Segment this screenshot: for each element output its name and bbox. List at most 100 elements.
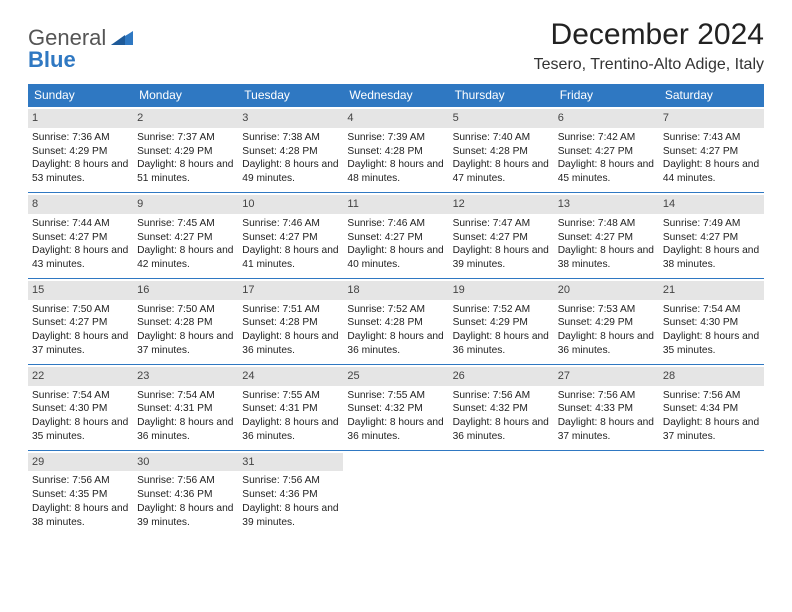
sunrise-line: Sunrise: 7:56 AM bbox=[242, 474, 339, 488]
daylight-line: Daylight: 8 hours and 38 minutes. bbox=[558, 244, 655, 272]
daylight-line: Daylight: 8 hours and 37 minutes. bbox=[32, 330, 129, 358]
weekday-header: Tuesday bbox=[238, 84, 343, 107]
calendar-day-cell: 6Sunrise: 7:42 AMSunset: 4:27 PMDaylight… bbox=[554, 107, 659, 193]
weekday-header: Friday bbox=[554, 84, 659, 107]
weekday-header: Monday bbox=[133, 84, 238, 107]
sunrise-line: Sunrise: 7:39 AM bbox=[347, 131, 444, 145]
daylight-line: Daylight: 8 hours and 39 minutes. bbox=[137, 502, 234, 530]
daylight-line: Daylight: 8 hours and 38 minutes. bbox=[663, 244, 760, 272]
logo-text-block: General Blue bbox=[28, 28, 133, 72]
daylight-line: Daylight: 8 hours and 37 minutes. bbox=[137, 330, 234, 358]
daylight-line: Daylight: 8 hours and 36 minutes. bbox=[242, 416, 339, 444]
sunset-line: Sunset: 4:35 PM bbox=[32, 488, 129, 502]
daylight-line: Daylight: 8 hours and 36 minutes. bbox=[242, 330, 339, 358]
daylight-line: Daylight: 8 hours and 35 minutes. bbox=[32, 416, 129, 444]
calendar-day-cell: 26 Sunrise: 7:56 AMSunset: 4:32 PMDayligh… bbox=[449, 364, 554, 450]
daylight-line: Daylight: 8 hours and 36 minutes. bbox=[453, 416, 550, 444]
sunrise-line: Sunrise: 7:55 AM bbox=[347, 389, 444, 403]
calendar-table: Sunday Monday Tuesday Wednesday Thursday… bbox=[28, 84, 764, 536]
sunset-line: Sunset: 4:29 PM bbox=[137, 145, 234, 159]
calendar-day-cell: 14Sunrise: 7:49 AMSunset: 4:27 PMDayligh… bbox=[659, 192, 764, 278]
day-number: 25 bbox=[343, 367, 448, 386]
day-number: 22 bbox=[28, 367, 133, 386]
day-number: 11 bbox=[343, 195, 448, 214]
day-number: 16 bbox=[133, 281, 238, 300]
day-number: 28 bbox=[659, 367, 764, 386]
day-number: 26 bbox=[449, 367, 554, 386]
page-title: December 2024 bbox=[534, 18, 764, 52]
calendar-day-cell: 5Sunrise: 7:40 AMSunset: 4:28 PMDaylight… bbox=[449, 107, 554, 193]
daylight-line: Daylight: 8 hours and 37 minutes. bbox=[558, 416, 655, 444]
sunset-line: Sunset: 4:31 PM bbox=[242, 402, 339, 416]
sunset-line: Sunset: 4:27 PM bbox=[242, 231, 339, 245]
daylight-line: Daylight: 8 hours and 35 minutes. bbox=[663, 330, 760, 358]
calendar-day-cell: 30 Sunrise: 7:56 AMSunset: 4:36 PMDayligh… bbox=[133, 450, 238, 535]
calendar-day-cell: 2Sunrise: 7:37 AMSunset: 4:29 PMDaylight… bbox=[133, 107, 238, 193]
day-number: 8 bbox=[28, 195, 133, 214]
calendar-day-cell: 23Sunrise: 7:54 AMSunset: 4:31 PMDayligh… bbox=[133, 364, 238, 450]
day-number: 31 bbox=[238, 453, 343, 472]
sunset-line: Sunset: 4:28 PM bbox=[453, 145, 550, 159]
day-number: 13 bbox=[554, 195, 659, 214]
daylight-line: Daylight: 8 hours and 53 minutes. bbox=[32, 158, 129, 186]
sunrise-line: Sunrise: 7:56 AM bbox=[137, 474, 234, 488]
sunrise-line: Sunrise: 7:40 AM bbox=[453, 131, 550, 145]
calendar-day-cell: 29Sunrise: 7:56 AMSunset: 4:35 PMDayligh… bbox=[28, 450, 133, 535]
daylight-line: Daylight: 8 hours and 44 minutes. bbox=[663, 158, 760, 186]
sunset-line: Sunset: 4:34 PM bbox=[663, 402, 760, 416]
sunrise-line: Sunrise: 7:51 AM bbox=[242, 303, 339, 317]
calendar-week-row: 15Sunrise: 7:50 AMSunset: 4:27 PMDayligh… bbox=[28, 278, 764, 364]
sunrise-line: Sunrise: 7:36 AM bbox=[32, 131, 129, 145]
calendar-week-row: 8Sunrise: 7:44 AMSunset: 4:27 PMDaylight… bbox=[28, 192, 764, 278]
day-number: 4 bbox=[343, 109, 448, 128]
sunrise-line: Sunrise: 7:56 AM bbox=[663, 389, 760, 403]
calendar-day-cell: 28Sunrise: 7:56 AMSunset: 4:34 PMDayligh… bbox=[659, 364, 764, 450]
sunset-line: Sunset: 4:28 PM bbox=[347, 145, 444, 159]
daylight-line: Daylight: 8 hours and 36 minutes. bbox=[558, 330, 655, 358]
daylight-line: Daylight: 8 hours and 38 minutes. bbox=[32, 502, 129, 530]
day-number: 17 bbox=[238, 281, 343, 300]
daylight-line: Daylight: 8 hours and 39 minutes. bbox=[453, 244, 550, 272]
day-number: 14 bbox=[659, 195, 764, 214]
day-number: 30 bbox=[133, 453, 238, 472]
sunrise-line: Sunrise: 7:46 AM bbox=[347, 217, 444, 231]
daylight-line: Daylight: 8 hours and 47 minutes. bbox=[453, 158, 550, 186]
day-number: 3 bbox=[238, 109, 343, 128]
sunrise-line: Sunrise: 7:52 AM bbox=[347, 303, 444, 317]
calendar-day-cell: 21Sunrise: 7:54 AMSunset: 4:30 PMDayligh… bbox=[659, 278, 764, 364]
sunset-line: Sunset: 4:27 PM bbox=[347, 231, 444, 245]
sunset-line: Sunset: 4:28 PM bbox=[242, 316, 339, 330]
sunrise-line: Sunrise: 7:50 AM bbox=[137, 303, 234, 317]
sunset-line: Sunset: 4:27 PM bbox=[663, 145, 760, 159]
calendar-day-cell: 3Sunrise: 7:38 AMSunset: 4:28 PMDaylight… bbox=[238, 107, 343, 193]
daylight-line: Daylight: 8 hours and 36 minutes. bbox=[347, 330, 444, 358]
sunrise-line: Sunrise: 7:54 AM bbox=[137, 389, 234, 403]
calendar-day-cell: 4 Sunrise: 7:39 AMSunset: 4:28 PMDaylight… bbox=[343, 107, 448, 193]
sunrise-line: Sunrise: 7:47 AM bbox=[453, 217, 550, 231]
day-number: 27 bbox=[554, 367, 659, 386]
sunrise-line: Sunrise: 7:42 AM bbox=[558, 131, 655, 145]
calendar-day-cell: 13Sunrise: 7:48 AMSunset: 4:27 PMDayligh… bbox=[554, 192, 659, 278]
sunrise-line: Sunrise: 7:56 AM bbox=[32, 474, 129, 488]
sunrise-line: Sunrise: 7:55 AM bbox=[242, 389, 339, 403]
sunset-line: Sunset: 4:29 PM bbox=[558, 316, 655, 330]
sunset-line: Sunset: 4:36 PM bbox=[137, 488, 234, 502]
calendar-day-cell: . bbox=[554, 450, 659, 535]
daylight-line: Daylight: 8 hours and 39 minutes. bbox=[242, 502, 339, 530]
sunset-line: Sunset: 4:32 PM bbox=[453, 402, 550, 416]
logo-mark-icon bbox=[111, 29, 133, 50]
day-number: 12 bbox=[449, 195, 554, 214]
day-number: 6 bbox=[554, 109, 659, 128]
weekday-header: Wednesday bbox=[343, 84, 448, 107]
sunset-line: Sunset: 4:27 PM bbox=[32, 231, 129, 245]
sunrise-line: Sunrise: 7:48 AM bbox=[558, 217, 655, 231]
day-number: 18 bbox=[343, 281, 448, 300]
calendar-day-cell: 24Sunrise: 7:55 AMSunset: 4:31 PMDayligh… bbox=[238, 364, 343, 450]
day-number: 23 bbox=[133, 367, 238, 386]
daylight-line: Daylight: 8 hours and 48 minutes. bbox=[347, 158, 444, 186]
daylight-line: Daylight: 8 hours and 43 minutes. bbox=[32, 244, 129, 272]
sunset-line: Sunset: 4:28 PM bbox=[242, 145, 339, 159]
sunrise-line: Sunrise: 7:49 AM bbox=[663, 217, 760, 231]
sunset-line: Sunset: 4:33 PM bbox=[558, 402, 655, 416]
sunrise-line: Sunrise: 7:56 AM bbox=[453, 389, 550, 403]
